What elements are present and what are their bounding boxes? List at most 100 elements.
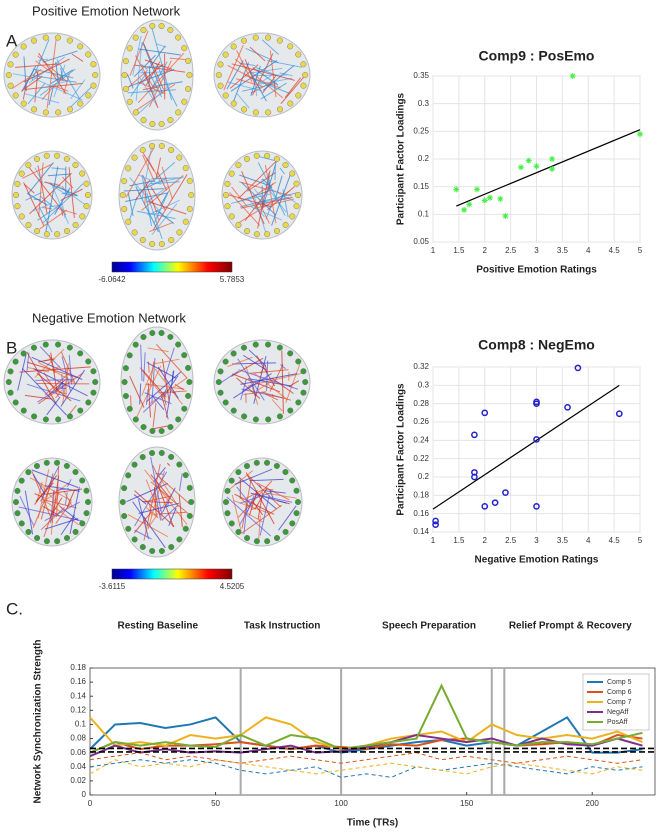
connection [235,78,262,87]
x-tick-label: 4.5 [609,246,621,255]
node [139,237,146,244]
connection [158,475,179,508]
node [273,155,280,162]
node [131,229,138,236]
connection [156,176,185,184]
connection [44,518,79,530]
node [222,399,229,406]
node [282,469,289,476]
connection [60,188,83,201]
node [188,499,195,506]
connection [150,45,166,67]
connection [240,379,247,401]
point [481,409,489,417]
node [287,100,294,107]
connection [153,358,180,365]
connection [265,492,297,499]
connection [135,179,151,200]
connection [146,361,177,379]
node [217,82,224,89]
connection [134,55,156,92]
fit-line [456,129,641,207]
connection [48,204,62,208]
node [121,379,128,386]
node [175,341,182,348]
node [217,389,224,396]
connection [39,483,64,511]
node [167,424,174,431]
node [125,525,132,532]
connection [56,59,81,100]
connection [178,494,183,528]
x-tick-label: 3.5 [557,536,569,545]
node [158,240,165,247]
y-tick-label: 0.22 [413,454,429,463]
connection [236,50,253,82]
node [176,461,183,468]
connection [29,172,72,215]
connection [133,511,152,534]
y-axis-label: Participant Factor Loadings [396,383,407,516]
connection [19,495,35,526]
panel-title: Positive Emotion Network [32,3,181,18]
colorbar-min-label: -6.0642 [98,275,126,284]
connection [155,473,164,475]
connection [31,469,79,488]
x-tick-label: 150 [460,799,474,808]
point [486,194,493,201]
node [30,344,37,351]
connection [38,206,53,233]
node [295,499,302,506]
node [302,379,309,386]
node [253,152,260,159]
node [90,368,97,375]
phase-label: Task Instruction [244,621,321,632]
node [149,450,156,457]
node [14,180,21,187]
connection [24,93,60,104]
connection [128,196,138,221]
connection [260,82,287,100]
node [5,379,12,386]
connection [279,167,285,175]
node [79,520,86,527]
node [230,350,237,357]
node [90,82,97,89]
node [43,538,50,545]
connection [257,162,286,216]
connection [137,81,166,95]
node [18,170,25,177]
x-tick-label: 5 [638,246,643,255]
node [12,399,19,406]
connection [231,63,295,81]
connection [258,485,262,488]
connection [50,181,69,224]
connection [144,72,159,109]
y-tick-label: 0.3 [418,99,430,108]
node [77,407,84,414]
connection [23,183,35,194]
node [158,329,165,336]
node [79,170,86,177]
node [140,334,147,341]
connection [32,203,52,212]
node [132,416,139,423]
legend-label: Comp 6 [607,689,632,696]
y-tick-label: 0.02 [70,776,86,785]
connection [135,365,162,420]
node [293,180,300,187]
node [253,231,260,238]
node [14,487,21,494]
connection [125,147,155,198]
node [168,453,175,460]
connection [62,192,78,197]
node [18,477,25,484]
connection [50,497,63,517]
connection [31,356,83,380]
node [185,57,192,64]
connection [55,382,64,392]
connection [34,167,44,185]
connection [129,375,145,408]
node [181,45,188,52]
connection [243,500,248,535]
